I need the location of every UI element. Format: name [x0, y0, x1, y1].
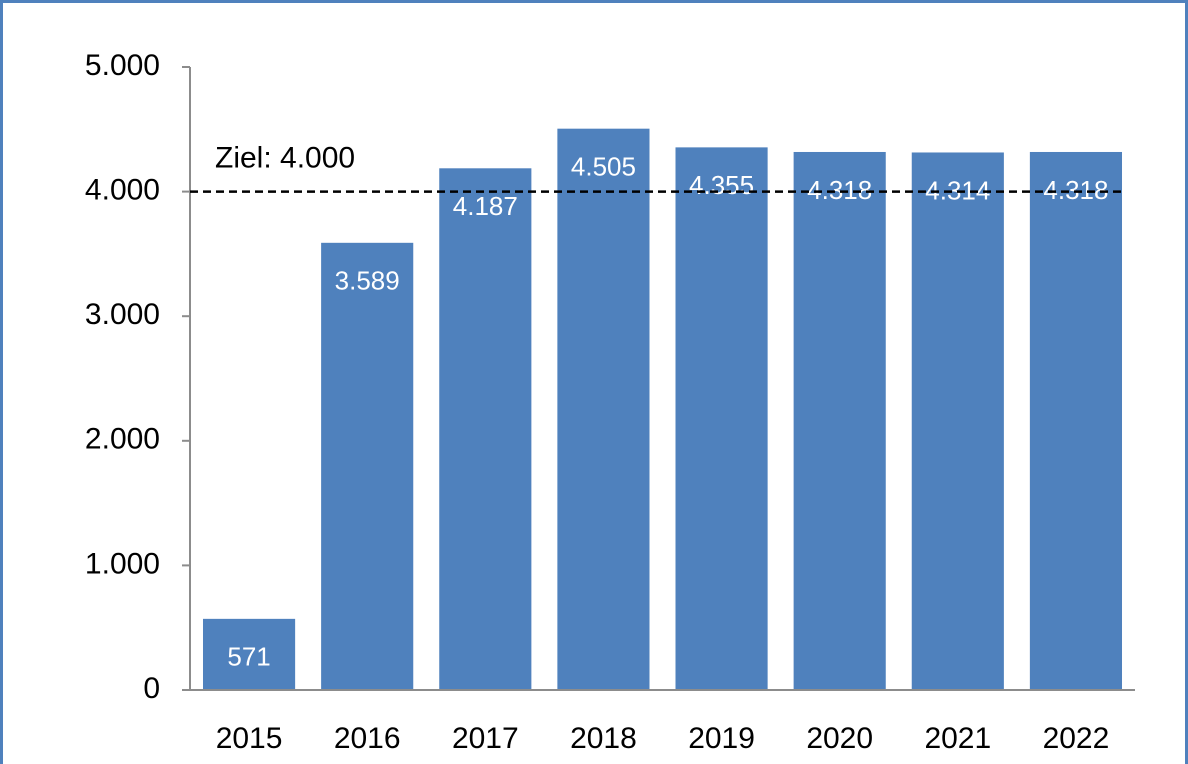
x-tick-label: 2020 — [806, 722, 873, 755]
bar — [1029, 151, 1123, 691]
bar — [911, 152, 1004, 691]
y-tick-label: 3.000 — [85, 298, 160, 331]
value-label: 4.505 — [571, 152, 636, 182]
x-tick-label: 2018 — [570, 722, 637, 755]
bar — [439, 168, 532, 690]
bar — [202, 618, 296, 690]
bar — [793, 151, 886, 691]
bar — [321, 242, 414, 690]
x-tick-label: 2019 — [688, 722, 755, 755]
y-tick-label: 4.000 — [85, 174, 160, 207]
value-label: 4.187 — [453, 191, 518, 221]
bar — [557, 128, 650, 690]
y-tick-label: 1.000 — [85, 547, 160, 580]
value-label: 571 — [227, 642, 270, 672]
value-label: 4.355 — [689, 170, 754, 200]
x-tick-label: 2021 — [924, 722, 991, 755]
bar — [675, 147, 768, 690]
x-tick-label: 2015 — [216, 722, 283, 755]
value-label: 4.318 — [807, 175, 872, 205]
y-tick-label: 2.000 — [85, 423, 160, 456]
x-tick-label: 2016 — [334, 722, 401, 755]
value-label: 4.318 — [1043, 175, 1108, 205]
value-label: 3.589 — [335, 266, 400, 296]
x-tick-label: 2017 — [452, 722, 519, 755]
y-tick-label: 5.000 — [85, 49, 160, 82]
reference-label: Ziel: 4.000 — [215, 142, 355, 175]
x-tick-label: 2022 — [1043, 722, 1110, 755]
y-tick-label: 0 — [143, 672, 160, 705]
